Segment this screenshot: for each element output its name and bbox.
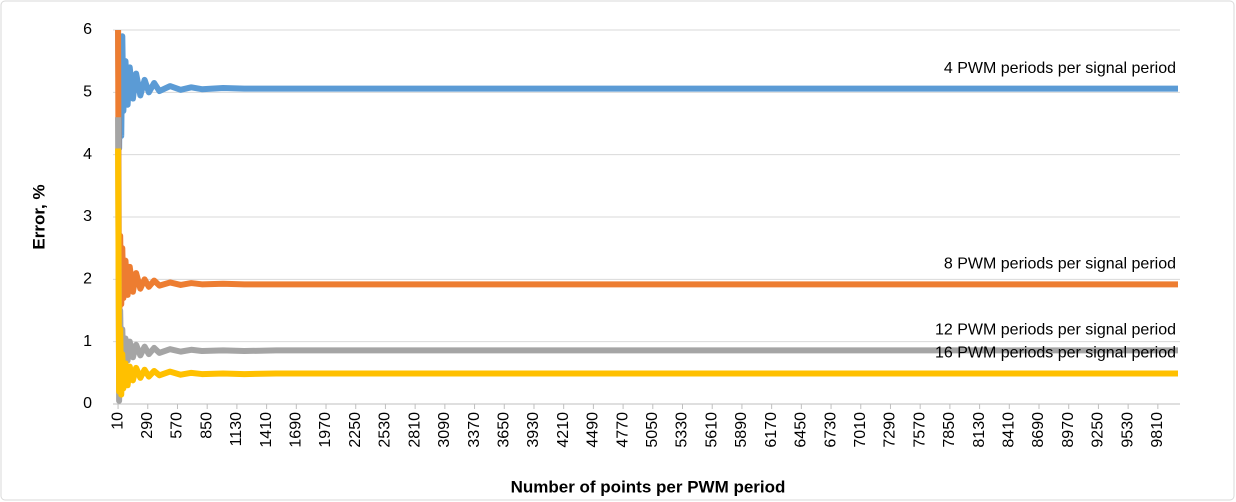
y-tick-label: 2 — [83, 271, 92, 288]
x-tick-label: 290 — [139, 412, 156, 439]
series-line — [115, 29, 1178, 345]
x-tick-label: 570 — [169, 412, 186, 439]
y-tick-label: 5 — [83, 84, 92, 101]
x-tick-label: 3650 — [495, 412, 512, 448]
x-tick-label: 5890 — [733, 412, 750, 448]
series-line — [115, 148, 1178, 398]
series-label: 16 PWM periods per signal period — [935, 345, 1176, 362]
x-tick-label: 3370 — [466, 412, 483, 448]
x-tick-label: 9250 — [1090, 412, 1107, 448]
x-tick-label: 1130 — [228, 412, 245, 447]
x-tick-label: 7850 — [941, 412, 958, 448]
y-tick-label: 0 — [83, 395, 92, 412]
y-tick-label: 6 — [83, 21, 92, 38]
x-tick-label: 5050 — [644, 412, 661, 448]
x-tick-label: 3090 — [436, 412, 453, 448]
x-tick-label: 6450 — [793, 412, 810, 448]
x-tick-label: 5610 — [703, 412, 720, 448]
x-tick-label: 1690 — [288, 412, 305, 448]
x-tick-label: 2810 — [406, 412, 423, 448]
x-tick-label: 6730 — [822, 412, 839, 448]
x-tick-label: 4490 — [585, 412, 602, 448]
x-tick-label: 7290 — [882, 412, 899, 448]
x-tick-label: 1970 — [317, 412, 334, 448]
x-tick-label: 8690 — [1030, 412, 1047, 448]
x-axis-title: Number of points per PWM period — [511, 477, 786, 496]
series-label: 12 PWM periods per signal period — [935, 322, 1176, 339]
x-tick-label: 4210 — [555, 412, 572, 448]
x-tick-label: 9530 — [1119, 412, 1136, 448]
x-tick-label: 9810 — [1149, 412, 1166, 448]
y-tick-label: 4 — [83, 146, 92, 163]
y-tick-label: 3 — [83, 208, 92, 225]
x-tick-label: 6170 — [763, 412, 780, 448]
x-tick-label: 850 — [198, 412, 215, 439]
x-tick-label: 7010 — [852, 412, 869, 448]
x-tick-label: 5330 — [674, 412, 691, 448]
y-axis-title: Error, % — [29, 184, 48, 249]
x-tick-label: 2250 — [347, 412, 364, 448]
y-tick-label: 1 — [83, 333, 92, 350]
x-tick-label: 8130 — [971, 412, 988, 448]
x-tick-label: 3930 — [525, 412, 542, 448]
x-tick-label: 7570 — [911, 412, 928, 448]
x-tick-label: 8970 — [1060, 412, 1077, 448]
x-tick-label: 10 — [109, 412, 126, 430]
x-tick-label: 8410 — [1001, 412, 1018, 448]
x-tick-label: 4770 — [614, 412, 631, 448]
x-tick-label: 2530 — [377, 412, 394, 448]
series-label: 8 PWM periods per signal period — [944, 256, 1176, 273]
series-label: 4 PWM periods per signal period — [944, 60, 1176, 77]
series-line — [115, 29, 1178, 152]
x-tick-label: 1410 — [258, 412, 275, 448]
